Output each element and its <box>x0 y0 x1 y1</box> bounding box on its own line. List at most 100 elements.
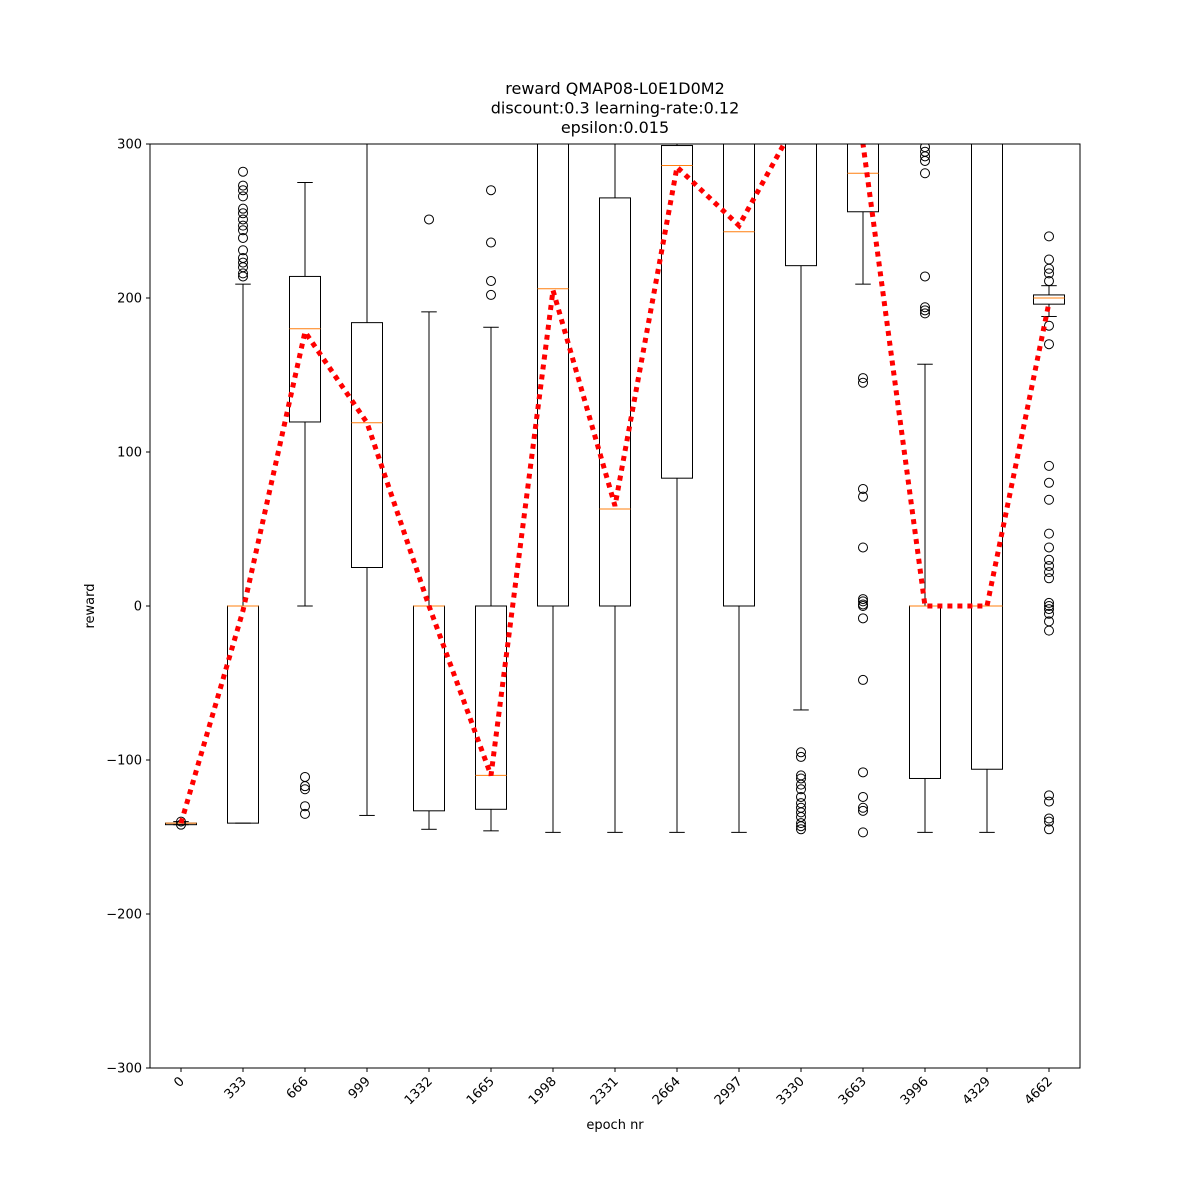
flier <box>796 747 806 758</box>
flier <box>1044 560 1054 571</box>
flier <box>858 802 868 813</box>
flier <box>796 791 806 802</box>
flier <box>920 271 930 282</box>
flier <box>300 781 310 792</box>
flier <box>238 208 248 219</box>
box <box>475 605 507 810</box>
box <box>661 145 693 479</box>
flier <box>238 203 248 214</box>
flier <box>920 155 930 166</box>
flier <box>300 801 310 812</box>
box <box>599 197 631 607</box>
flier <box>1044 796 1054 807</box>
box <box>537 144 569 607</box>
flier <box>858 491 868 502</box>
flier <box>858 594 868 605</box>
flier <box>1044 601 1054 611</box>
y-tick-label: 0 <box>134 600 142 615</box>
y-tick-label: 300 <box>117 138 142 153</box>
flier <box>300 784 310 795</box>
y-tick-label: −300 <box>106 1062 142 1077</box>
flier <box>1044 263 1054 274</box>
box <box>1033 294 1065 305</box>
flier <box>1044 597 1054 608</box>
flier <box>1044 625 1054 636</box>
flier <box>920 305 930 316</box>
flier <box>1044 339 1054 350</box>
flier <box>238 191 248 202</box>
flier <box>796 751 806 762</box>
flier <box>238 245 248 256</box>
chart-title: reward QMAP08-L0E1D0M2 discount:0.3 learn… <box>491 79 740 137</box>
flier <box>858 483 868 494</box>
flier <box>920 308 930 319</box>
y-tick-label: 100 <box>117 446 142 461</box>
flier <box>1044 460 1054 471</box>
flier <box>238 214 248 225</box>
flier <box>796 779 806 790</box>
flier <box>1044 477 1054 488</box>
flier <box>1044 604 1054 615</box>
flier <box>1044 608 1054 619</box>
flier <box>1044 824 1054 835</box>
flier <box>920 302 930 313</box>
chart-title-text: reward QMAP08-L0E1D0M2 discount:0.3 learn… <box>491 79 740 137</box>
flier <box>858 596 868 607</box>
flier <box>176 816 186 827</box>
flier <box>1044 528 1054 539</box>
flier <box>796 773 806 784</box>
flier <box>1044 813 1054 824</box>
flier <box>1044 231 1054 242</box>
plot-area <box>165 144 1065 838</box>
box <box>785 144 817 267</box>
flier <box>1044 567 1054 578</box>
flier <box>858 791 868 802</box>
flier <box>1044 276 1054 287</box>
y-tick-label: −100 <box>106 754 142 769</box>
flier <box>858 377 868 388</box>
flier <box>238 232 248 243</box>
flier <box>238 166 248 177</box>
flier <box>238 180 248 191</box>
box <box>351 322 383 569</box>
flier <box>858 767 868 778</box>
flier <box>796 784 806 795</box>
x-axis-label: epoch nr <box>586 1118 644 1133</box>
flier <box>858 601 868 611</box>
flier <box>1044 320 1054 331</box>
flier <box>1044 542 1054 553</box>
flier <box>238 268 248 279</box>
flier <box>238 185 248 196</box>
flier <box>920 151 930 162</box>
y-axis-label: reward <box>83 583 98 628</box>
flier <box>1044 790 1054 801</box>
mean-line <box>178 144 1052 824</box>
flier <box>238 220 248 231</box>
flier <box>486 185 496 196</box>
box <box>971 144 1003 770</box>
flier <box>1044 816 1054 827</box>
flier <box>1044 494 1054 505</box>
flier <box>858 613 868 624</box>
flier <box>858 674 868 685</box>
flier <box>300 808 310 819</box>
flier <box>858 542 868 553</box>
flier <box>796 821 806 832</box>
y-tick-label: 200 <box>117 292 142 307</box>
flier <box>796 818 806 829</box>
flier <box>1044 573 1054 584</box>
box <box>289 275 321 423</box>
flier <box>858 373 868 384</box>
box <box>847 144 879 213</box>
flier <box>1044 554 1054 565</box>
flier <box>796 824 806 835</box>
flier <box>1044 268 1054 279</box>
flier <box>486 276 496 287</box>
flier <box>920 168 930 179</box>
flier <box>238 225 248 236</box>
flier <box>238 257 248 268</box>
flier <box>858 805 868 816</box>
flier <box>858 827 868 838</box>
flier <box>238 271 248 282</box>
